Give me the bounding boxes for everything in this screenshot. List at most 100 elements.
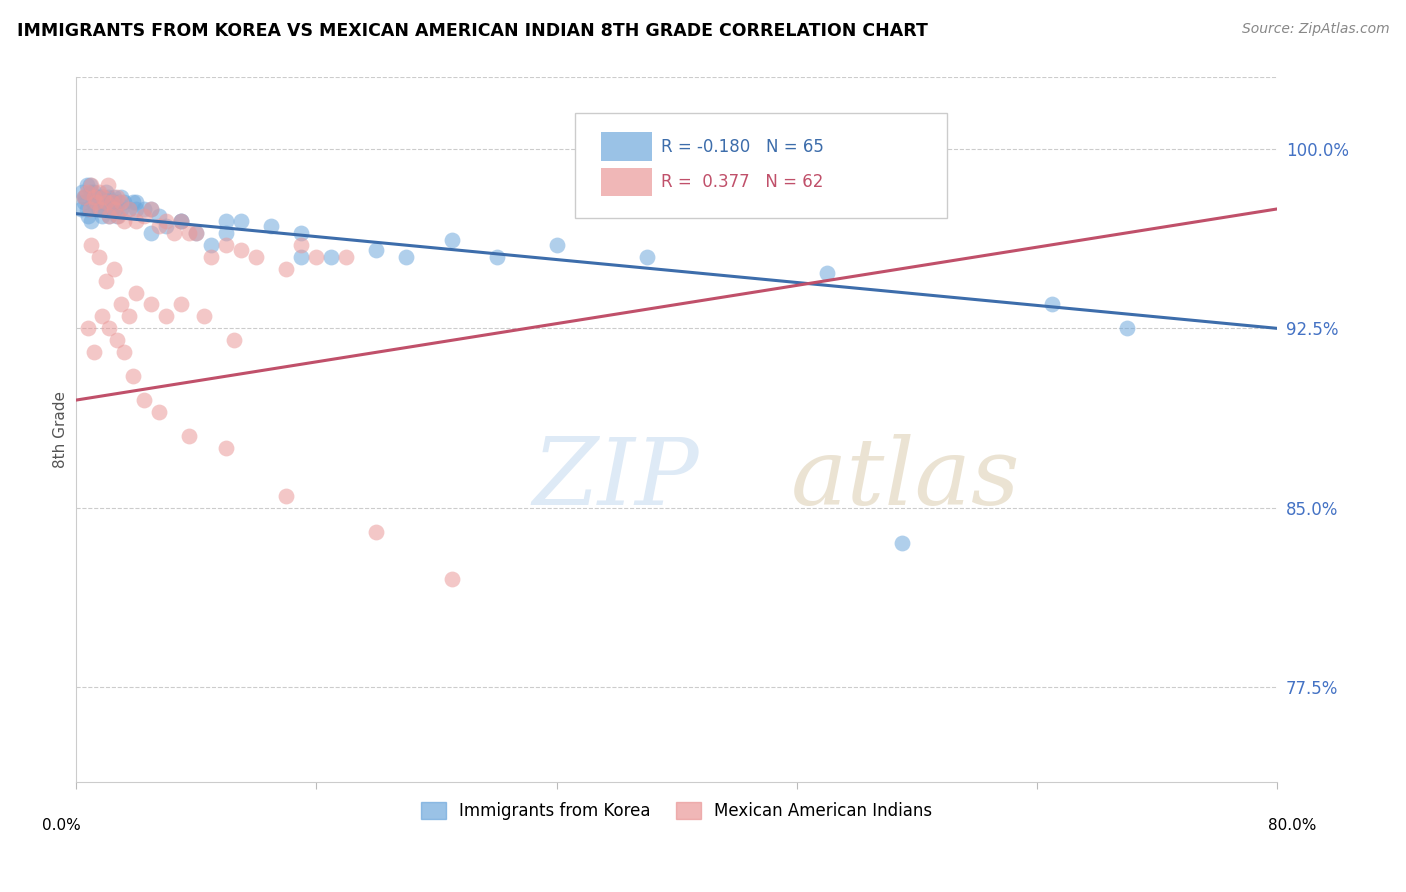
Point bbox=[366, 243, 388, 257]
Point bbox=[79, 202, 101, 216]
Point bbox=[83, 185, 105, 199]
Text: IMMIGRANTS FROM KOREA VS MEXICAN AMERICAN INDIAN 8TH GRADE CORRELATION CHART: IMMIGRANTS FROM KOREA VS MEXICAN AMERICA… bbox=[17, 22, 928, 40]
Point bbox=[98, 321, 121, 335]
Point bbox=[215, 237, 238, 252]
Point bbox=[72, 190, 94, 204]
Point bbox=[200, 237, 222, 252]
Point bbox=[91, 190, 114, 204]
Point bbox=[90, 209, 112, 223]
Bar bbox=[602, 168, 651, 196]
Text: atlas: atlas bbox=[792, 434, 1021, 524]
Point bbox=[125, 194, 148, 209]
Point bbox=[79, 178, 101, 192]
Point bbox=[82, 194, 104, 209]
Point bbox=[170, 214, 193, 228]
Point bbox=[94, 194, 117, 209]
Point bbox=[94, 274, 117, 288]
Point bbox=[103, 261, 125, 276]
Point bbox=[546, 237, 568, 252]
Point bbox=[148, 405, 170, 419]
Point bbox=[366, 524, 388, 539]
Point bbox=[75, 190, 97, 204]
Point bbox=[76, 185, 98, 199]
Point bbox=[245, 250, 267, 264]
Point bbox=[98, 209, 121, 223]
Point bbox=[440, 572, 463, 586]
Point bbox=[186, 226, 208, 240]
Point bbox=[155, 214, 177, 228]
Point bbox=[335, 250, 357, 264]
Point bbox=[97, 178, 120, 192]
Point bbox=[93, 202, 115, 216]
Point bbox=[97, 190, 120, 204]
Point bbox=[80, 237, 103, 252]
Bar bbox=[602, 132, 651, 161]
Point bbox=[77, 321, 100, 335]
Point bbox=[125, 285, 148, 300]
Text: R = -0.180   N = 65: R = -0.180 N = 65 bbox=[661, 137, 824, 155]
Point bbox=[170, 214, 193, 228]
Point bbox=[222, 334, 245, 348]
Point bbox=[89, 194, 111, 209]
Point bbox=[76, 178, 98, 192]
Point bbox=[94, 185, 117, 199]
Point bbox=[104, 202, 127, 216]
Point bbox=[105, 209, 128, 223]
Point bbox=[440, 233, 463, 247]
Point bbox=[101, 194, 124, 209]
Point bbox=[112, 194, 135, 209]
Point bbox=[77, 209, 100, 223]
Point bbox=[87, 190, 110, 204]
Point bbox=[105, 334, 128, 348]
Point bbox=[132, 202, 155, 216]
Point bbox=[290, 237, 312, 252]
Point bbox=[132, 209, 155, 223]
Point bbox=[276, 489, 298, 503]
Point bbox=[485, 250, 508, 264]
Point bbox=[118, 202, 141, 216]
Point bbox=[305, 250, 328, 264]
Point bbox=[260, 219, 283, 233]
Point bbox=[101, 202, 124, 216]
Point bbox=[110, 297, 132, 311]
Point bbox=[87, 185, 110, 199]
Point bbox=[103, 202, 125, 216]
Point bbox=[177, 429, 200, 443]
Point bbox=[276, 261, 298, 276]
Point bbox=[76, 202, 98, 216]
Point bbox=[125, 214, 148, 228]
Text: ZIP: ZIP bbox=[533, 434, 699, 524]
Point bbox=[1116, 321, 1139, 335]
Point bbox=[103, 194, 125, 209]
Point bbox=[80, 178, 103, 192]
Point bbox=[163, 226, 186, 240]
Point bbox=[321, 250, 343, 264]
Point bbox=[110, 194, 132, 209]
Point bbox=[231, 243, 253, 257]
Point bbox=[86, 190, 108, 204]
Point bbox=[84, 202, 107, 216]
Point bbox=[72, 190, 94, 204]
Point bbox=[891, 536, 914, 550]
Point bbox=[89, 202, 111, 216]
Point bbox=[141, 297, 163, 311]
Point bbox=[215, 214, 238, 228]
Point bbox=[100, 194, 122, 209]
Point bbox=[177, 226, 200, 240]
Point bbox=[112, 214, 135, 228]
Point bbox=[105, 190, 128, 204]
Point bbox=[193, 310, 215, 324]
Y-axis label: 8th Grade: 8th Grade bbox=[53, 392, 67, 468]
Point bbox=[148, 219, 170, 233]
Point bbox=[200, 250, 222, 264]
Point bbox=[815, 267, 838, 281]
Point bbox=[141, 202, 163, 216]
Point bbox=[84, 194, 107, 209]
Point bbox=[118, 202, 141, 216]
Point bbox=[110, 202, 132, 216]
Point bbox=[290, 226, 312, 240]
Point bbox=[215, 226, 238, 240]
FancyBboxPatch shape bbox=[575, 112, 948, 219]
Point bbox=[112, 345, 135, 359]
Point bbox=[83, 345, 105, 359]
